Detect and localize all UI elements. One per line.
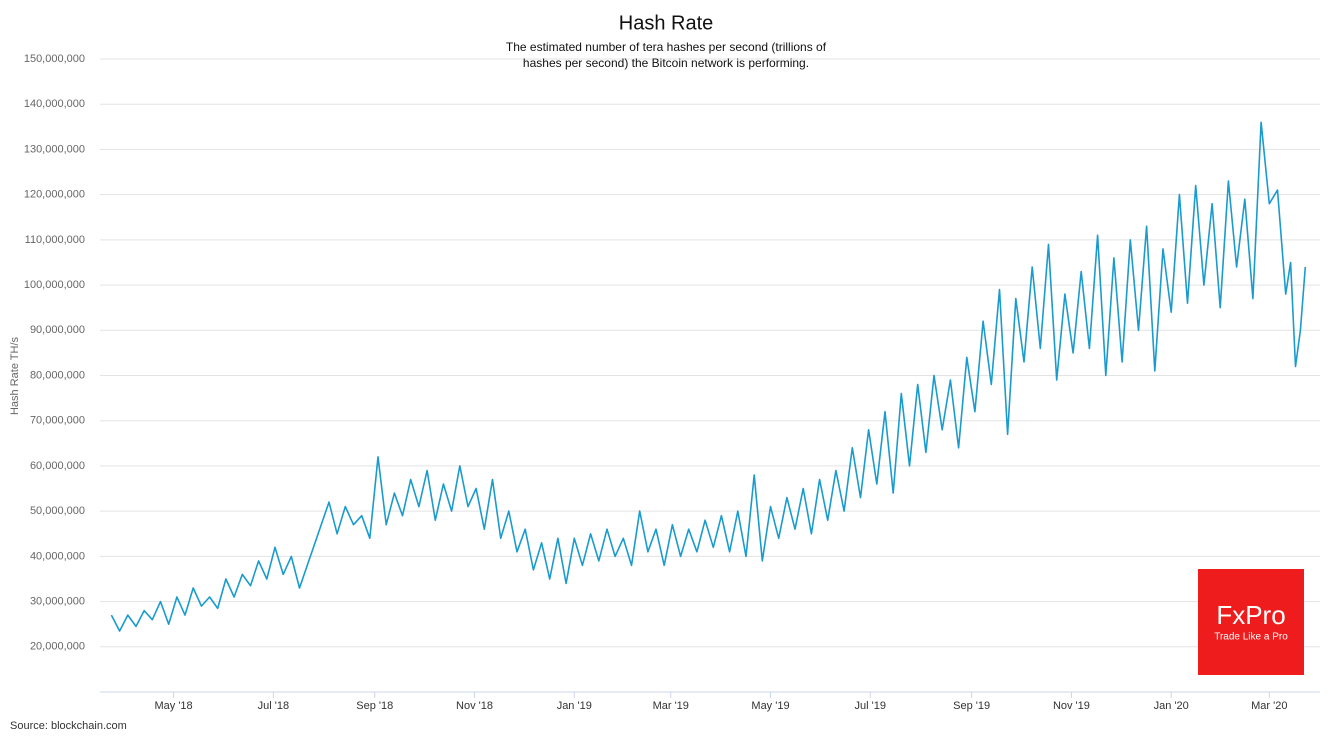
x-tick-label: Nov '18 — [456, 700, 493, 712]
y-tick-label: 60,000,000 — [30, 460, 85, 472]
x-tick-label: Jan '19 — [557, 700, 592, 712]
y-tick-label: 110,000,000 — [25, 234, 85, 246]
x-tick-label: Jul '18 — [258, 700, 289, 712]
y-tick-label: 150,000,000 — [24, 53, 85, 65]
y-tick-label: 140,000,000 — [24, 98, 85, 110]
x-tick-label: May '18 — [154, 700, 192, 712]
line — [110, 121, 1307, 632]
y-tick-label: 80,000,000 — [30, 369, 85, 381]
plot: 20,000,000 30,000,000 40,000,000 50,000,000… — [24, 53, 1320, 712]
chart-title: Hash Rate — [619, 12, 714, 34]
x-tick-label: Sep '18 — [356, 700, 393, 712]
y-tick-label: 30,000,000 — [30, 595, 85, 607]
x-tick-label: Mar '19 — [653, 700, 689, 712]
chart-subtitle: The estimated number of tera hashes per … — [505, 40, 827, 70]
logo — [1198, 569, 1304, 675]
x-tick-label: Nov '19 — [1053, 700, 1090, 712]
y-tick-label: 120,000,000 — [24, 189, 85, 201]
y-tick-label: 90,000,000 — [30, 324, 85, 336]
logo-name: FxPro — [1216, 600, 1285, 630]
y-tick-label: 40,000,000 — [30, 550, 85, 562]
logo-slogan: Trade Like a Pro — [1214, 632, 1288, 643]
y-tick-label: 100,000,000 — [24, 279, 85, 291]
x-tick-label: Mar '20 — [1251, 700, 1287, 712]
x-tick-label: May '19 — [751, 700, 789, 712]
y-tick-label: 20,000,000 — [30, 641, 85, 653]
y-tick-label: 50,000,000 — [30, 505, 85, 517]
y-tick-label: 70,000,000 — [30, 415, 85, 427]
x-tick-label: Sep '19 — [953, 700, 990, 712]
y-tick-label: 130,000,000 — [24, 143, 85, 155]
x-tick-label: Jul '19 — [855, 700, 886, 712]
y-axis-label: Hash Rate TH/s — [9, 336, 21, 415]
x-tick-label: Jan '20 — [1154, 700, 1189, 712]
source: Source: blockchain.com — [10, 720, 127, 732]
